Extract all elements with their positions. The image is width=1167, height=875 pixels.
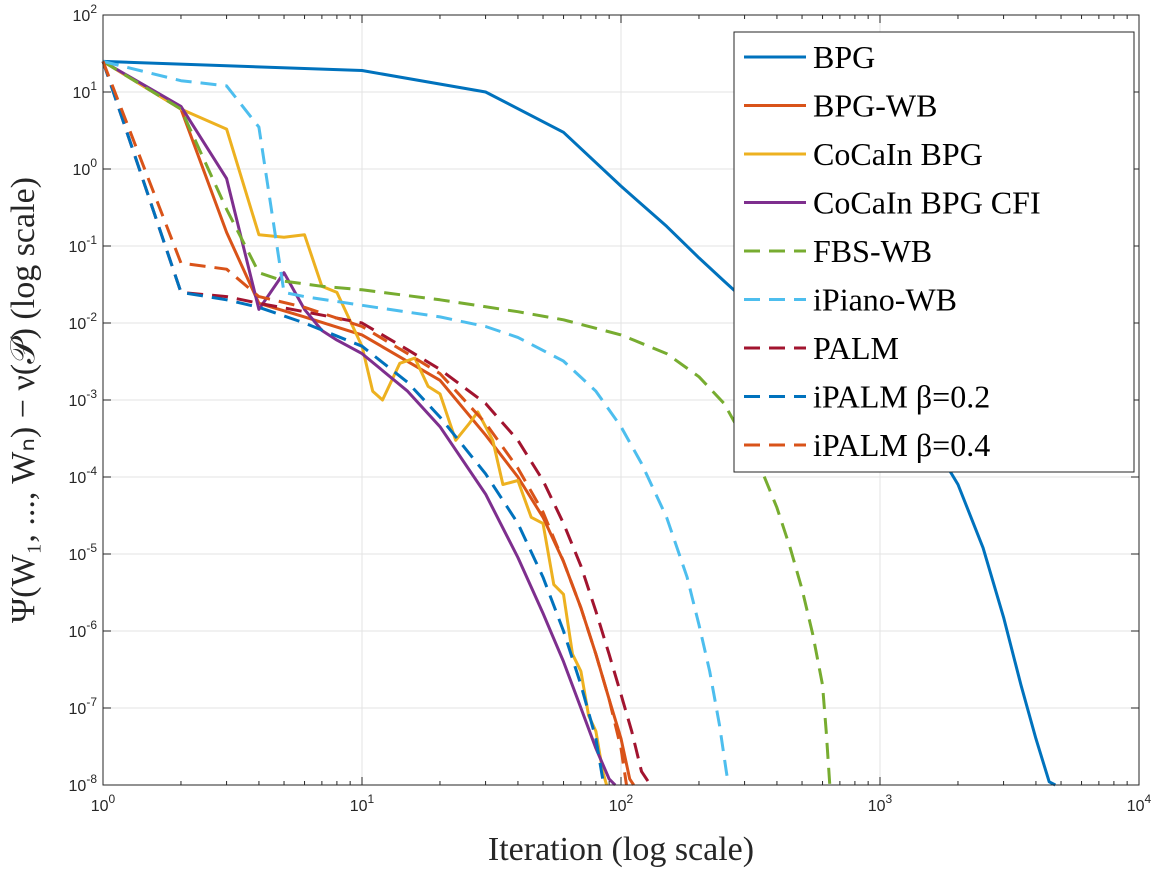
x-tick-label: 103	[868, 792, 893, 815]
y-tick-label: 101	[73, 79, 98, 102]
series-line	[102, 59, 730, 786]
x-tick-label: 102	[609, 792, 634, 815]
series-layer	[101, 59, 1056, 787]
legend-label: CoCaIn BPG	[813, 136, 983, 172]
legend-label: CoCaIn BPG CFI	[813, 185, 1041, 221]
legend: BPG BPG-WB CoCaIn BPG CoCaIn BPG CFI FBS-WB i…	[733, 31, 1135, 473]
series-line	[102, 60, 832, 786]
series-line	[101, 60, 628, 786]
legend-label: FBS-WB	[813, 233, 932, 269]
y-axis-label: Ψ(W₁, ..., Wₙ) − ν(𝒫) (log scale)	[5, 177, 42, 623]
y-tick-label: 100	[73, 156, 98, 179]
series-line	[102, 60, 617, 787]
legend-label: BPG	[813, 39, 875, 75]
legend-label: PALM	[813, 330, 899, 366]
y-tick-label: 10-2	[69, 310, 98, 333]
legend-label: iPALM β=0.4	[813, 427, 990, 463]
y-tick-label: 102	[73, 2, 98, 25]
ticks: 100 101 102 103 104 102 101 100 10-1 10-2 10-3 10-4…	[69, 2, 1152, 815]
legend-label: BPG-WB	[813, 88, 937, 124]
series-line	[101, 60, 608, 786]
y-tick-label: 10-6	[69, 618, 98, 641]
y-tick-label: 10-7	[69, 695, 98, 718]
x-tick-label: 104	[1127, 792, 1152, 815]
legend-label: iPiano-WB	[813, 282, 957, 318]
legend-items: BPG BPG-WB CoCaIn BPG CoCaIn BPG CFI FBS-WB i…	[744, 39, 1041, 463]
x-tick-label: 101	[350, 792, 375, 815]
y-tick-label: 10-1	[69, 233, 98, 256]
y-tick-label: 10-8	[69, 772, 98, 795]
legend-label: iPALM β=0.2	[813, 379, 990, 415]
x-tick-label: 100	[91, 792, 116, 815]
y-tick-label: 10-3	[69, 387, 98, 410]
y-tick-label: 10-5	[69, 541, 98, 564]
y-tick-label: 10-4	[69, 464, 98, 487]
x-axis-label: Iteration (log scale)	[488, 831, 754, 868]
